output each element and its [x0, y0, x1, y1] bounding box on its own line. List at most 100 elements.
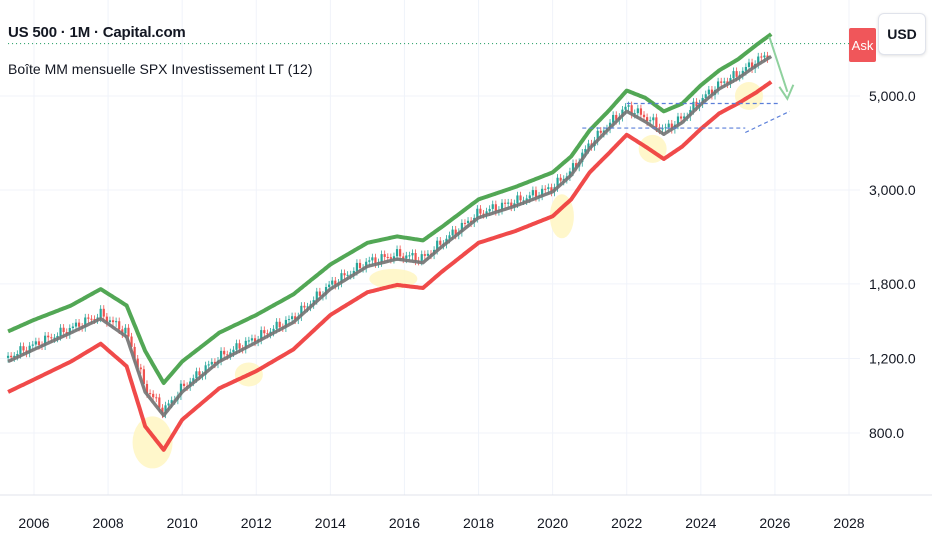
candle-body: [741, 70, 744, 75]
candle-body: [383, 254, 386, 257]
candle-body: [99, 308, 102, 318]
candle-body: [439, 240, 442, 245]
candle-body: [584, 148, 587, 153]
candle-body: [466, 220, 470, 224]
candle-body: [44, 335, 47, 346]
candle-body: [195, 371, 198, 379]
candle-body: [550, 187, 553, 192]
candle-body: [272, 328, 275, 332]
candle-body: [306, 306, 309, 308]
candle-body: [460, 222, 463, 232]
candle-body: [77, 322, 81, 327]
candle-body: [574, 163, 578, 167]
candle-body: [355, 262, 359, 271]
candle-body: [229, 352, 232, 356]
x-tick-label: 2018: [463, 515, 494, 531]
candle-body: [210, 361, 213, 365]
candle-body: [352, 270, 355, 275]
candle-body: [13, 355, 16, 358]
candle-body: [226, 354, 229, 356]
candle-body: [263, 330, 266, 334]
candle-body: [544, 188, 547, 190]
candle-body: [630, 105, 633, 114]
candle-body: [655, 117, 658, 128]
candle-body: [71, 326, 74, 329]
candle-body: [158, 397, 161, 408]
candle-body: [161, 407, 164, 414]
candle-body: [90, 318, 93, 320]
candle-body: [238, 343, 241, 349]
candle-body: [587, 143, 590, 149]
x-tick-label: 2008: [93, 515, 124, 531]
candle-body: [402, 256, 405, 259]
candle-body: [247, 340, 250, 342]
low-highlight-zone: [549, 194, 574, 239]
candle-body: [454, 229, 457, 235]
band-lines: [7, 32, 773, 452]
y-tick-label: 5,000.0: [869, 88, 916, 104]
projection-arrow: [768, 36, 789, 93]
candle-body: [53, 337, 56, 339]
candle-body: [395, 249, 399, 257]
candle-body: [74, 322, 78, 327]
candle-body: [124, 327, 127, 334]
candle-body: [568, 171, 572, 177]
candle-body: [692, 101, 695, 110]
lower-band-line: [7, 80, 773, 452]
x-axis[interactable]: 2006 2008 2010 2012 2014 2016 2018 2020 2022 2024…: [18, 515, 864, 531]
candle-body: [340, 273, 343, 283]
candle-body: [278, 321, 281, 328]
candle-body: [93, 319, 96, 321]
candle-body: [105, 316, 108, 323]
candle-body: [710, 89, 714, 95]
candle-body: [479, 208, 482, 214]
candle-body: [300, 305, 303, 317]
candle-body: [720, 81, 723, 83]
x-tick-label: 2022: [611, 515, 642, 531]
candle-body: [223, 350, 226, 355]
candle-body: [328, 284, 331, 288]
candle-body: [139, 367, 142, 370]
candle-body: [541, 188, 544, 196]
candle-body: [213, 361, 217, 364]
candle-body: [358, 262, 362, 269]
candle-body: [331, 280, 334, 285]
candle-body: [266, 333, 269, 335]
candle-body: [649, 120, 652, 122]
candle-body: [476, 208, 479, 218]
x-tick-label: 2024: [685, 515, 716, 531]
currency-button[interactable]: USD: [878, 13, 926, 55]
projection-arrowhead: [778, 84, 795, 101]
candle-body: [182, 383, 186, 386]
y-tick-label: 1,800.0: [869, 276, 916, 292]
candle-body: [633, 113, 636, 115]
indicator-title[interactable]: Boîte MM mensuelle SPX Investissement LT…: [8, 61, 313, 77]
candle-body: [260, 330, 263, 340]
candle-body: [170, 400, 173, 404]
candle-body: [6, 355, 10, 358]
y-tick-label: 800.0: [869, 425, 904, 441]
highlight-zones: [132, 82, 763, 469]
candle-body: [87, 317, 90, 319]
candle-body: [399, 249, 402, 257]
candle-body: [448, 235, 451, 239]
candle-body: [219, 350, 223, 361]
candle-body: [596, 130, 599, 141]
symbol-title[interactable]: US 500 · 1M · Capital.com: [8, 24, 186, 41]
candle-body: [16, 354, 19, 356]
moving-average-line: [7, 54, 773, 418]
candle-body: [343, 273, 346, 276]
x-tick-label: 2006: [18, 515, 49, 531]
candle-body: [204, 365, 207, 375]
candle-body: [62, 327, 65, 333]
low-highlight-zone: [369, 268, 418, 289]
candle-body: [10, 355, 13, 358]
candle-body: [127, 327, 130, 337]
candle-body: [102, 308, 105, 317]
candle-body: [253, 338, 257, 342]
y-axis[interactable]: 800.0 1,200.0 1,800.0 3,000.0 5,000.0: [869, 88, 916, 441]
candle-body: [411, 253, 414, 256]
upper-band-line: [7, 32, 773, 385]
candle-body: [164, 405, 167, 414]
